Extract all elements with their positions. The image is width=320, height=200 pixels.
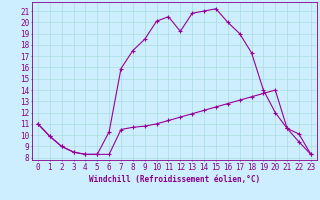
- X-axis label: Windchill (Refroidissement éolien,°C): Windchill (Refroidissement éolien,°C): [89, 175, 260, 184]
